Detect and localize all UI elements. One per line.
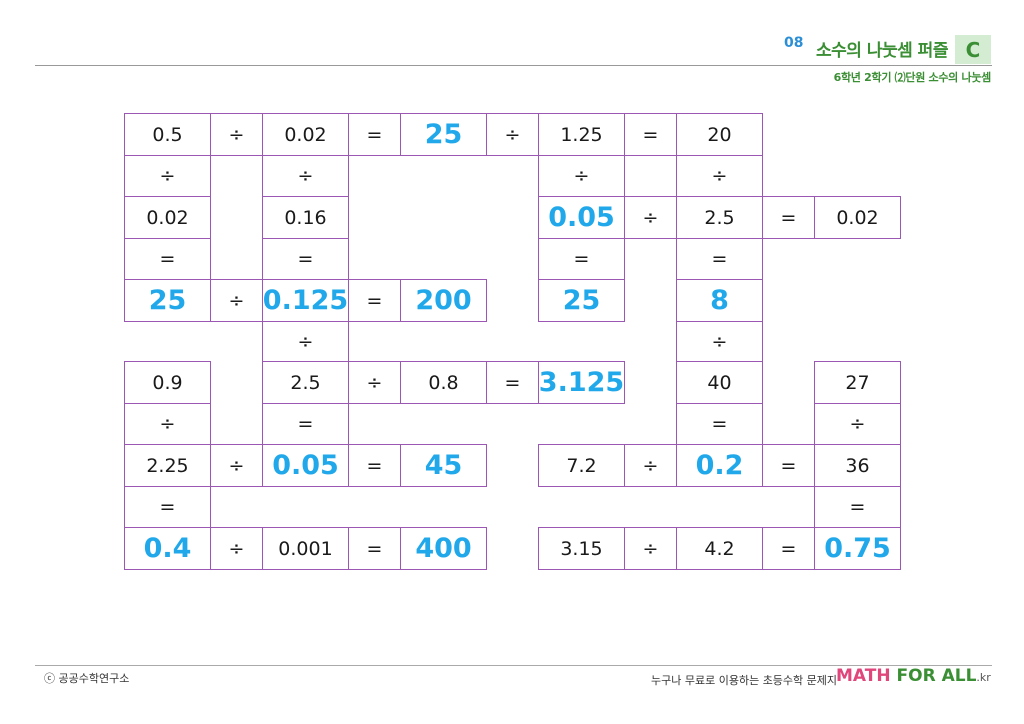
divide-sign: ÷ (486, 113, 539, 156)
equals-sign: = (624, 113, 677, 156)
divide-sign: ÷ (210, 113, 263, 156)
number-cell: 2.25 (124, 444, 211, 487)
number-cell: 3.15 (538, 527, 625, 570)
header-divider (35, 65, 992, 66)
divide-sign: ÷ (262, 155, 349, 197)
divide-sign: ÷ (124, 403, 211, 445)
answer-cell: 3.125 (538, 361, 625, 404)
number-cell: 36 (814, 444, 901, 487)
number-cell: 40 (676, 361, 763, 404)
number-cell: 4.2 (676, 527, 763, 570)
equals-sign: = (124, 238, 211, 280)
answer-cell: 0.125 (262, 279, 349, 322)
divide-sign: ÷ (262, 321, 349, 362)
answer-cell: 25 (538, 279, 625, 322)
answer-cell: 25 (400, 113, 487, 156)
divide-sign: ÷ (210, 279, 263, 322)
divide-sign: ÷ (624, 444, 677, 487)
brand-kr: .kr (976, 671, 991, 684)
answer-cell: 0.05 (262, 444, 349, 487)
equals-sign: = (762, 444, 815, 487)
number-cell: 7.2 (538, 444, 625, 487)
equals-sign: = (538, 238, 625, 280)
copyright-text: ⓒ 공공수학연구소 (44, 672, 130, 685)
divide-sign: ÷ (210, 444, 263, 487)
number-cell: 2.5 (676, 196, 763, 239)
answer-cell: 25 (124, 279, 211, 322)
divide-sign: ÷ (624, 196, 677, 239)
number-cell: 0.8 (400, 361, 487, 404)
equals-sign: = (348, 279, 401, 322)
page-subtitle: 6학년 2학기 ⑵단원 소수의 나눗셈 (833, 71, 992, 84)
page-title: 소수의 나눗셈 퍼즐 (816, 41, 948, 61)
number-cell: 27 (814, 361, 901, 404)
brand-math: MATH (836, 666, 891, 686)
footer-tagline: 누구나 무료로 이용하는 초등수학 문제지 (651, 674, 838, 687)
divide-sign: ÷ (538, 155, 625, 197)
level-badge: C (955, 35, 991, 64)
equals-sign: = (262, 238, 349, 280)
equals-sign: = (348, 527, 401, 570)
divide-sign: ÷ (624, 527, 677, 570)
brand-forall: FOR ALL (896, 666, 977, 686)
equals-sign: = (262, 403, 349, 445)
number-cell: 0.02 (262, 113, 349, 156)
answer-cell: 8 (676, 279, 763, 322)
lesson-number: 08 (784, 35, 804, 51)
equals-sign: = (348, 113, 401, 156)
answer-cell: 0.75 (814, 527, 901, 570)
equals-sign: = (762, 527, 815, 570)
divide-sign: ÷ (124, 155, 211, 197)
answer-cell: 200 (400, 279, 487, 322)
number-cell: 0.001 (262, 527, 349, 570)
number-cell: 0.5 (124, 113, 211, 156)
equals-sign: = (486, 361, 539, 404)
equals-sign: = (124, 486, 211, 528)
number-cell: 0.9 (124, 361, 211, 404)
brand-logo: MATH FOR ALL.kr (836, 666, 991, 686)
equals-sign: = (814, 486, 901, 528)
number-cell: 2.5 (262, 361, 349, 404)
answer-cell: 0.05 (538, 196, 625, 239)
divide-sign: ÷ (210, 527, 263, 570)
number-cell: 0.02 (124, 196, 211, 239)
divide-sign: ÷ (348, 361, 401, 404)
number-cell: 20 (676, 113, 763, 156)
number-cell: 1.25 (538, 113, 625, 156)
footer-divider (35, 665, 992, 666)
equals-sign: = (348, 444, 401, 487)
divide-sign: ÷ (676, 321, 763, 362)
equals-sign: = (676, 403, 763, 445)
number-cell: 0.16 (262, 196, 349, 239)
answer-cell: 0.2 (676, 444, 763, 487)
answer-cell: 0.4 (124, 527, 211, 570)
equals-sign: = (676, 238, 763, 280)
equals-sign: = (762, 196, 815, 239)
number-cell: 0.02 (814, 196, 901, 239)
answer-cell: 400 (400, 527, 487, 570)
divide-sign: ÷ (814, 403, 901, 445)
answer-cell: 45 (400, 444, 487, 487)
divide-sign: ÷ (676, 155, 763, 197)
